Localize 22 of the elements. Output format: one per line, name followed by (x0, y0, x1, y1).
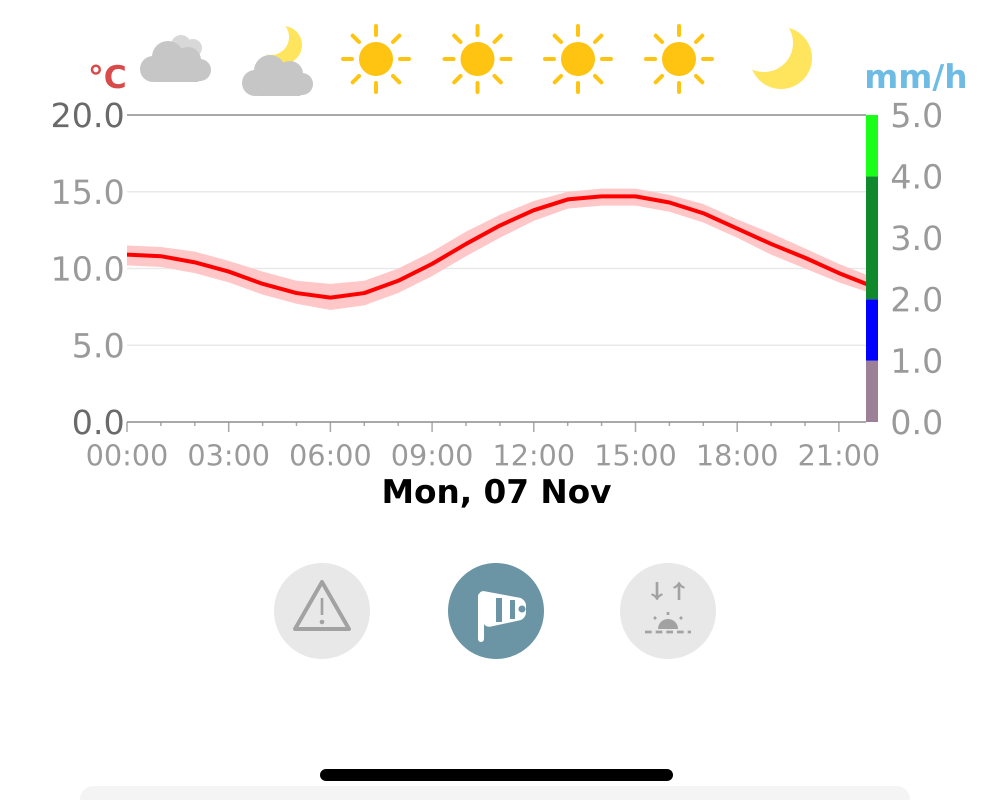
y-tick-label: 0.0 (74, 409, 123, 435)
x-tick-label: 06:00 (290, 444, 370, 466)
y2-tick-label: 1.0 (894, 348, 942, 374)
y-tick-label: 10.0 (54, 256, 122, 282)
x-tick-label: 00:00 (88, 444, 166, 466)
x-tick-label: 12:00 (496, 444, 574, 466)
y2-tick-label: 3.0 (892, 225, 942, 250)
y2-tick-label: 0.0 (892, 409, 942, 435)
y-tick-label: 5.0 (74, 332, 123, 358)
x-tick-label: 15:00 (597, 444, 675, 466)
y-tick-label: 20.0 (52, 102, 122, 128)
y2-tick-label: 4.0 (892, 164, 942, 190)
x-tick-label: 03:00 (189, 444, 268, 466)
y2-tick-label: 5.0 (892, 102, 942, 128)
y2-axis-title: mm/h (867, 63, 965, 92)
y-tick-label: 15.0 (54, 179, 122, 204)
y-axis-title: °C (90, 64, 125, 88)
x-tick-label: 09:00 (392, 444, 472, 466)
x-axis-title: Mon, 07 Nov (384, 478, 611, 508)
y2-tick-label: 2.0 (892, 286, 942, 312)
x-tick-label: 21:00 (800, 444, 878, 466)
x-tick-label: 18:00 (699, 444, 777, 466)
